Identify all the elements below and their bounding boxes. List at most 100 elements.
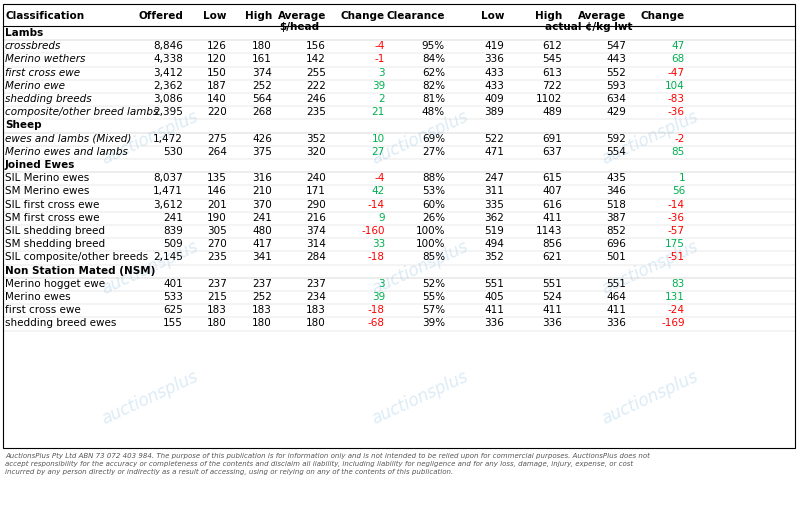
Text: 237: 237	[306, 279, 326, 289]
Text: AuctionsPlus Pty Ltd ABN 73 072 403 984. The purpose of this publication is for : AuctionsPlus Pty Ltd ABN 73 072 403 984.…	[5, 453, 650, 475]
Text: $/head: $/head	[279, 22, 319, 32]
Text: 268: 268	[252, 107, 272, 117]
Text: 53%: 53%	[422, 186, 445, 197]
Text: 616: 616	[542, 200, 562, 210]
Text: Merino ewes and lambs: Merino ewes and lambs	[5, 147, 128, 157]
Text: -4: -4	[374, 173, 385, 183]
Text: 100%: 100%	[416, 226, 445, 236]
Text: SIL first cross ewe: SIL first cross ewe	[5, 200, 100, 210]
Text: Joined Ewes: Joined Ewes	[5, 160, 75, 170]
Text: auctionsplus: auctionsplus	[598, 368, 701, 428]
Text: 39: 39	[372, 292, 385, 302]
Text: 9: 9	[378, 213, 385, 223]
Text: 335: 335	[484, 200, 504, 210]
Text: SM Merino ewes: SM Merino ewes	[5, 186, 89, 197]
Text: 210: 210	[252, 186, 272, 197]
Text: 592: 592	[606, 134, 626, 144]
Text: 10: 10	[372, 134, 385, 144]
Text: 1,472: 1,472	[153, 134, 183, 144]
Text: 183: 183	[306, 305, 326, 315]
Text: 142: 142	[306, 54, 326, 65]
Text: Average: Average	[278, 11, 326, 21]
Text: 216: 216	[306, 213, 326, 223]
Text: 235: 235	[306, 107, 326, 117]
Text: 552: 552	[606, 68, 626, 78]
Text: 564: 564	[252, 94, 272, 104]
Text: 104: 104	[666, 81, 685, 91]
Text: composite/other breed lambs: composite/other breed lambs	[5, 107, 158, 117]
Text: 2: 2	[378, 94, 385, 104]
Text: actual ¢/kg lwt: actual ¢/kg lwt	[545, 22, 633, 32]
Text: 374: 374	[306, 226, 326, 236]
Text: 1: 1	[678, 173, 685, 183]
Text: 411: 411	[606, 305, 626, 315]
Text: 501: 501	[606, 252, 626, 263]
Text: 480: 480	[252, 226, 272, 236]
Text: 60%: 60%	[422, 200, 445, 210]
Text: 375: 375	[252, 147, 272, 157]
Text: 240: 240	[306, 173, 326, 183]
Text: auctionsplus: auctionsplus	[598, 238, 701, 298]
Text: 621: 621	[542, 252, 562, 263]
Text: 316: 316	[252, 173, 272, 183]
Text: 426: 426	[252, 134, 272, 144]
Text: -36: -36	[668, 107, 685, 117]
Text: -169: -169	[662, 319, 685, 328]
Text: 241: 241	[252, 213, 272, 223]
Text: -68: -68	[368, 319, 385, 328]
Text: 2,362: 2,362	[153, 81, 183, 91]
Text: 246: 246	[306, 94, 326, 104]
Text: -47: -47	[668, 68, 685, 78]
Text: 551: 551	[484, 279, 504, 289]
Text: Classification: Classification	[5, 11, 84, 21]
Text: High: High	[535, 11, 562, 21]
Text: 39: 39	[372, 81, 385, 91]
Text: 389: 389	[484, 107, 504, 117]
Text: 150: 150	[207, 68, 227, 78]
Text: 489: 489	[542, 107, 562, 117]
Text: 155: 155	[163, 319, 183, 328]
Text: 85%: 85%	[422, 252, 445, 263]
Text: 856: 856	[542, 239, 562, 249]
Text: Merino wethers: Merino wethers	[5, 54, 85, 65]
Text: 839: 839	[163, 226, 183, 236]
Text: 27: 27	[372, 147, 385, 157]
Text: 314: 314	[306, 239, 326, 249]
Text: shedding breeds: shedding breeds	[5, 94, 92, 104]
Text: 518: 518	[606, 200, 626, 210]
Text: 613: 613	[542, 68, 562, 78]
Text: ewes and lambs (Mixed): ewes and lambs (Mixed)	[5, 134, 132, 144]
Text: 341: 341	[252, 252, 272, 263]
Text: -14: -14	[368, 200, 385, 210]
Text: 320: 320	[306, 147, 326, 157]
Text: 237: 237	[207, 279, 227, 289]
Text: 387: 387	[606, 213, 626, 223]
Text: 519: 519	[484, 226, 504, 236]
Text: 52%: 52%	[422, 279, 445, 289]
Text: -160: -160	[361, 226, 385, 236]
Text: Low: Low	[203, 11, 227, 21]
Text: 433: 433	[484, 68, 504, 78]
Text: 146: 146	[207, 186, 227, 197]
Text: 522: 522	[484, 134, 504, 144]
Text: Merino ewe: Merino ewe	[5, 81, 65, 91]
Text: 346: 346	[606, 186, 626, 197]
Text: 180: 180	[207, 319, 227, 328]
Text: 722: 722	[542, 81, 562, 91]
Text: auctionsplus: auctionsplus	[369, 108, 471, 168]
Bar	[3, 4, 795, 448]
Text: 8,846: 8,846	[153, 41, 183, 51]
Text: 352: 352	[306, 134, 326, 144]
Text: SIL shedding breed: SIL shedding breed	[5, 226, 105, 236]
Text: 175: 175	[665, 239, 685, 249]
Text: 1143: 1143	[535, 226, 562, 236]
Text: 69%: 69%	[422, 134, 445, 144]
Text: 530: 530	[164, 147, 183, 157]
Text: 100%: 100%	[416, 239, 445, 249]
Text: 264: 264	[207, 147, 227, 157]
Text: 533: 533	[163, 292, 183, 302]
Text: 374: 374	[252, 68, 272, 78]
Text: 3,086: 3,086	[153, 94, 183, 104]
Text: 180: 180	[306, 319, 326, 328]
Text: 21: 21	[372, 107, 385, 117]
